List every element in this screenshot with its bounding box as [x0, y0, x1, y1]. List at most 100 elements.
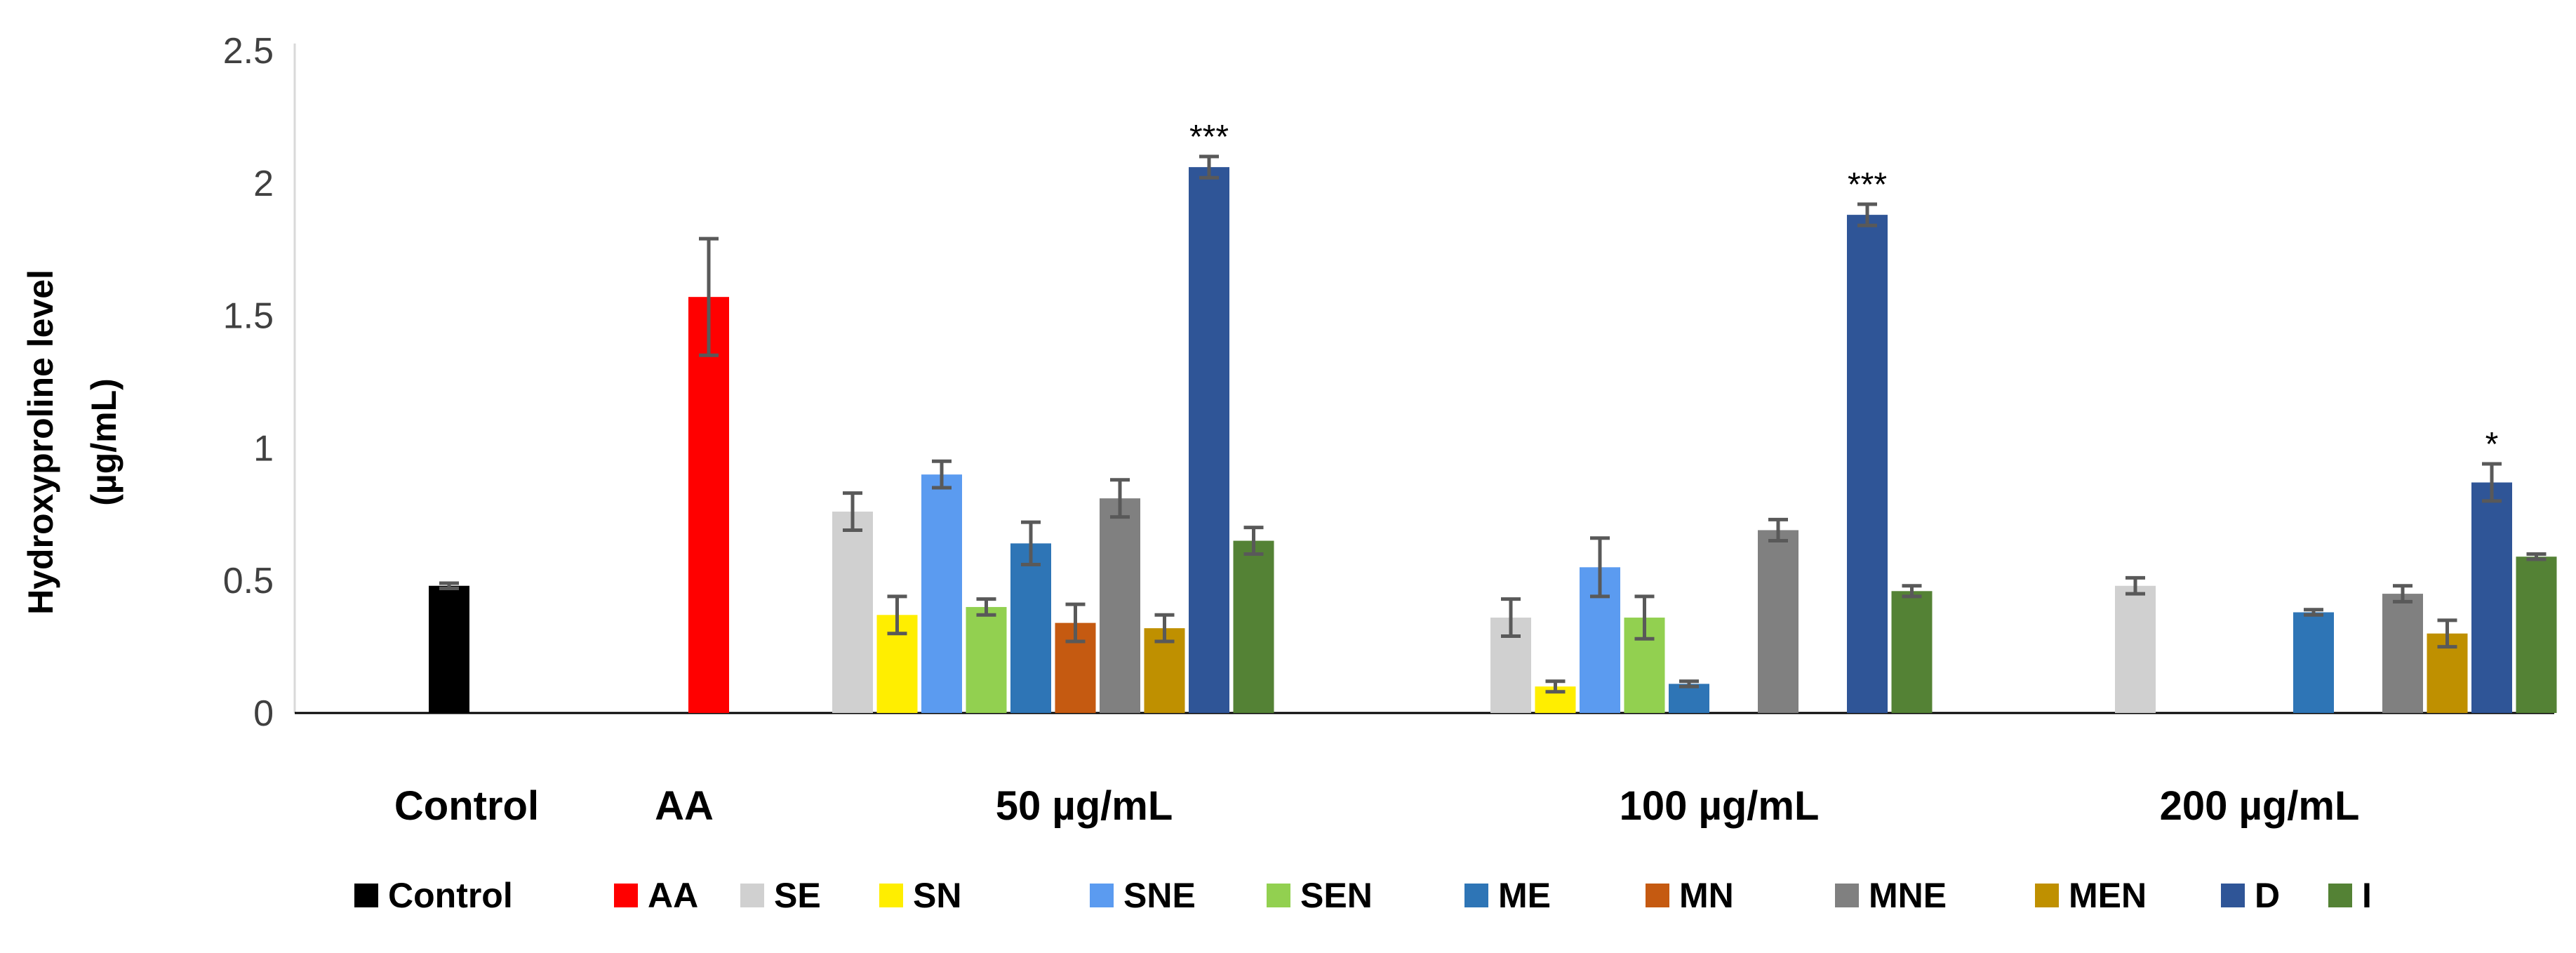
y-tick-label-3: 1.5 — [223, 296, 274, 337]
bar-me-2 — [1010, 543, 1051, 713]
legend-item-mn: MN — [1646, 876, 1734, 915]
errorbar-sne-2 — [932, 459, 952, 490]
category-label-0: Control — [394, 783, 539, 829]
errorbar-me-3 — [1679, 679, 1699, 688]
legend: Control AA SE SN SNE SEN ME MN MNE MEN D I — [354, 876, 2372, 915]
legend-swatch-me — [1464, 884, 1488, 907]
legend-item-me: ME — [1464, 876, 1551, 915]
bar-sne-2 — [921, 474, 962, 713]
legend-item-sn: SN — [879, 876, 961, 915]
sig-marker-d-4: * — [2485, 426, 2499, 463]
legend-item-i: I — [2328, 876, 2372, 915]
errorbar-d-2 — [1199, 154, 1219, 180]
bar-se-4 — [2115, 585, 2156, 713]
y-axis-title-line2: (µg/mL) — [84, 378, 124, 506]
legend-item-sne: SNE — [1090, 876, 1196, 915]
legend-label-sen: SEN — [1300, 876, 1373, 915]
errorbar-i-2 — [1243, 526, 1264, 556]
category-label-4: 200 µg/mL — [2160, 783, 2360, 829]
legend-label-se: SE — [774, 876, 821, 915]
errorbar-aa-1 — [699, 236, 719, 357]
legend-label-men: MEN — [2069, 876, 2147, 915]
legend-label-i: I — [2362, 876, 2372, 915]
errorbar-mne-2 — [1110, 478, 1130, 519]
category-label-2: 50 µg/mL — [996, 783, 1173, 829]
legend-label-sne: SNE — [1123, 876, 1196, 915]
errorbar-se-4 — [2125, 575, 2145, 596]
errorbar-men-2 — [1154, 613, 1175, 644]
errorbar-control-0 — [439, 581, 459, 591]
bar-me-3 — [1669, 684, 1709, 713]
legend-item-se: SE — [740, 876, 821, 915]
errorbar-sne-3 — [1590, 536, 1610, 599]
legend-swatch-mne — [1835, 884, 1859, 907]
bar-mne-2 — [1100, 498, 1140, 713]
bar-mne-3 — [1758, 530, 1798, 713]
y-axis-title-line1: Hydroxyproline level — [21, 269, 60, 615]
bar-i-3 — [1891, 591, 1933, 713]
y-tick-label-2: 1 — [253, 428, 274, 469]
legend-label-me: ME — [1498, 876, 1551, 915]
bar-aa-1 — [688, 297, 729, 714]
legend-label-control: Control — [388, 876, 513, 915]
legend-item-mne: MNE — [1835, 876, 1947, 915]
legend-item-men: MEN — [2035, 876, 2147, 915]
legend-label-mne: MNE — [1869, 876, 1947, 915]
legend-item-d: D — [2221, 876, 2280, 915]
y-tick-label-1: 0.5 — [223, 561, 274, 601]
bar-d-3 — [1847, 215, 1888, 713]
bar-se-2 — [832, 512, 873, 713]
errorbar-sn-2 — [887, 594, 907, 636]
legend-swatch-men — [2035, 884, 2059, 907]
category-label-1: AA — [655, 783, 714, 829]
legend-item-control: Control — [354, 876, 513, 915]
legend-swatch-mn — [1646, 884, 1669, 907]
bar-mne-4 — [2382, 594, 2423, 713]
bar-i-4 — [2516, 557, 2557, 713]
errorbar-sen-3 — [1634, 594, 1655, 641]
errorbar-men-4 — [2437, 618, 2457, 649]
errorbar-d-3 — [1857, 202, 1877, 227]
errorbar-sn-3 — [1545, 679, 1566, 694]
bar-d-2 — [1189, 167, 1229, 714]
legend-swatch-sn — [879, 884, 903, 907]
y-axis-title: Hydroxyproline level (µg/mL) — [21, 269, 124, 615]
bar-me-4 — [2293, 612, 2334, 713]
legend-swatch-control — [354, 884, 378, 907]
legend-swatch-sen — [1267, 884, 1290, 907]
errorbar-i-3 — [1902, 584, 1922, 599]
y-tick-label-5: 2.5 — [223, 31, 274, 72]
legend-item-sen: SEN — [1267, 876, 1373, 915]
y-axis-ticks: 0 0.5 1 1.5 2 2.5 — [223, 31, 274, 734]
legend-item-aa: AA — [614, 876, 698, 915]
errorbar-se-2 — [843, 491, 862, 532]
legend-label-sn: SN — [913, 876, 961, 915]
bar-i-2 — [1233, 540, 1274, 713]
errorbar-mne-4 — [2393, 584, 2413, 604]
legend-swatch-d — [2221, 884, 2245, 907]
legend-label-aa: AA — [648, 876, 698, 915]
legend-swatch-se — [740, 884, 764, 907]
legend-swatch-aa — [614, 884, 638, 907]
errorbar-sen-2 — [976, 597, 996, 617]
errorbar-mn-2 — [1065, 602, 1086, 644]
category-label-3: 100 µg/mL — [1620, 783, 1820, 829]
bar-d-4 — [2471, 482, 2512, 713]
bar-control-0 — [429, 585, 469, 713]
legend-swatch-i — [2328, 884, 2352, 907]
category-labels: Control AA 50 µg/mL 100 µg/mL 200 µg/mL — [394, 783, 2360, 829]
errorbar-d-4 — [2482, 462, 2502, 503]
legend-label-d: D — [2255, 876, 2280, 915]
errorbar-mne-3 — [1768, 517, 1788, 543]
legend-label-mn: MN — [1679, 876, 1734, 915]
errorbar-me-4 — [2304, 608, 2323, 617]
bar-sen-2 — [966, 606, 1007, 713]
errorbar-me-2 — [1021, 520, 1041, 567]
errorbar-se-3 — [1501, 597, 1521, 638]
y-tick-label-0: 0 — [253, 693, 274, 734]
bars-layer: ******* — [429, 119, 2557, 714]
sig-marker-d-2: *** — [1189, 119, 1229, 156]
legend-swatch-sne — [1090, 884, 1114, 907]
y-tick-label-4: 2 — [253, 164, 274, 204]
